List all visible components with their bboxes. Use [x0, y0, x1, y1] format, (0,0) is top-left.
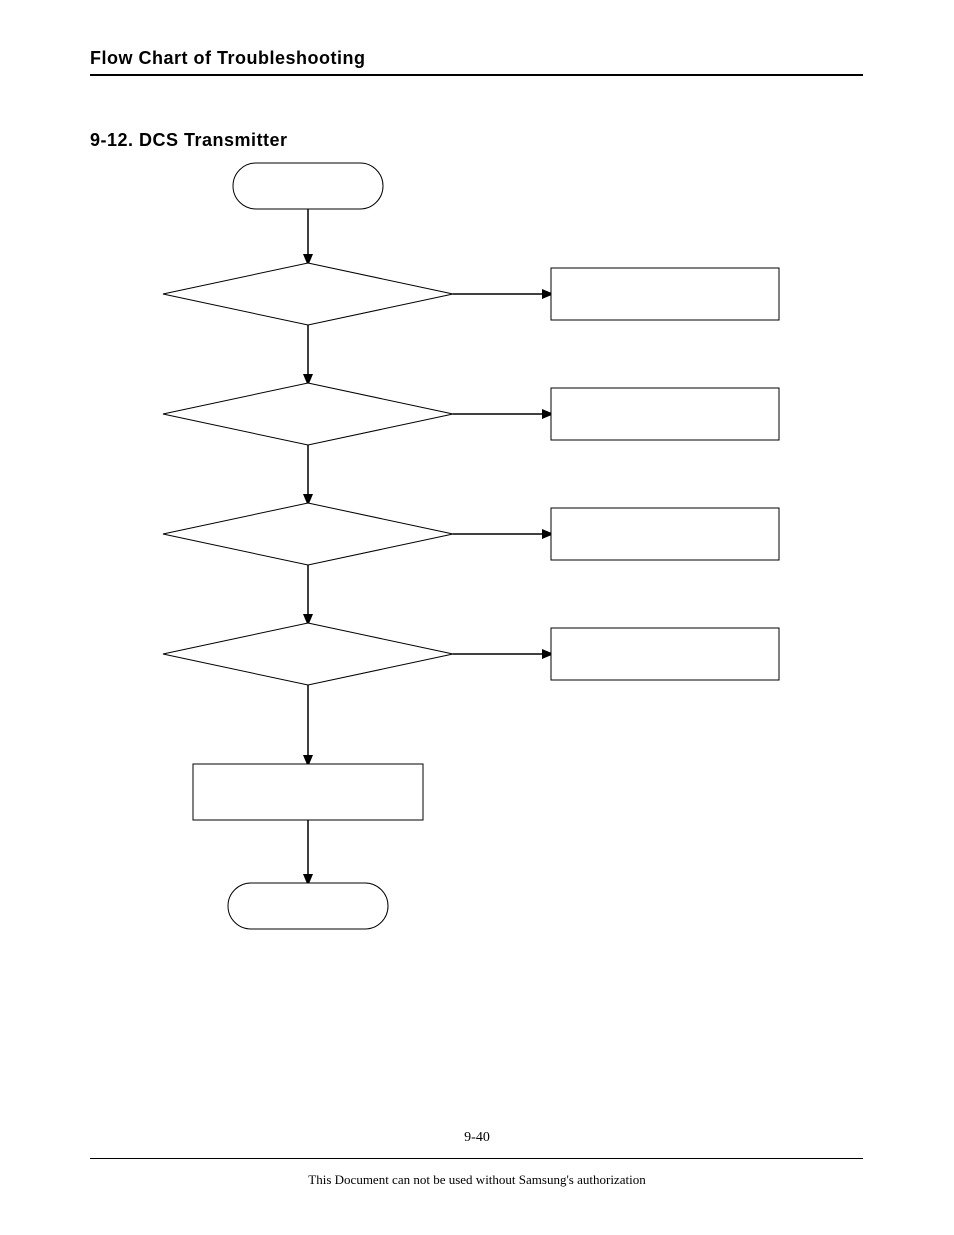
flowchart-svg — [0, 0, 954, 1000]
page: Flow Chart of Troubleshooting 9-12. DCS … — [0, 0, 954, 1235]
footer-text: This Document can not be used without Sa… — [0, 1172, 954, 1188]
page-number: 9-40 — [0, 1130, 954, 1146]
footer-rule — [90, 1158, 863, 1159]
